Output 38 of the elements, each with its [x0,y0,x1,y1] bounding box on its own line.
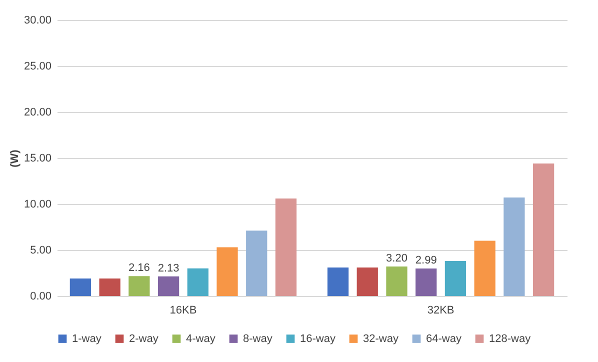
y-tick-label: 30.00 [24,14,52,26]
legend-label: 1-way [72,332,102,345]
y-axis-title: (W) [8,149,21,168]
bar [356,267,378,296]
legend-label: 16-way [300,332,336,345]
data-label: 3.20 [386,252,408,265]
bar [246,230,268,296]
legend-label: 64-way [426,332,462,345]
data-label: 2.99 [415,254,437,266]
bar [474,240,496,296]
legend-label: 32-way [363,332,399,345]
y-tick-label: 0.00 [30,290,52,302]
bar [70,278,92,296]
legend-label: 4-way [186,332,216,345]
y-tick-label: 25.00 [24,60,52,72]
x-tick-label: 32KB [427,304,454,316]
y-tick-label: 20.00 [24,106,52,118]
data-label: 2.13 [158,262,180,274]
legend-label: 8-way [243,332,273,345]
y-tick-label: 15.00 [24,152,52,164]
bar [386,266,408,296]
x-tick-label: 16KB [170,304,197,316]
bar [275,198,297,296]
bar [99,278,120,296]
bar [416,268,437,296]
bar [216,247,238,296]
bar [532,164,554,296]
y-tick-label: 10.00 [24,198,52,210]
bar [504,198,525,296]
legend-label: 2-way [129,332,159,345]
y-tick-label: 5.00 [30,244,52,256]
bar [128,276,150,296]
bar [187,268,208,296]
bar [327,267,349,296]
bar [444,261,466,296]
data-label: 2.16 [128,262,150,274]
bar [158,276,180,296]
legend-label: 128-way [489,332,532,345]
